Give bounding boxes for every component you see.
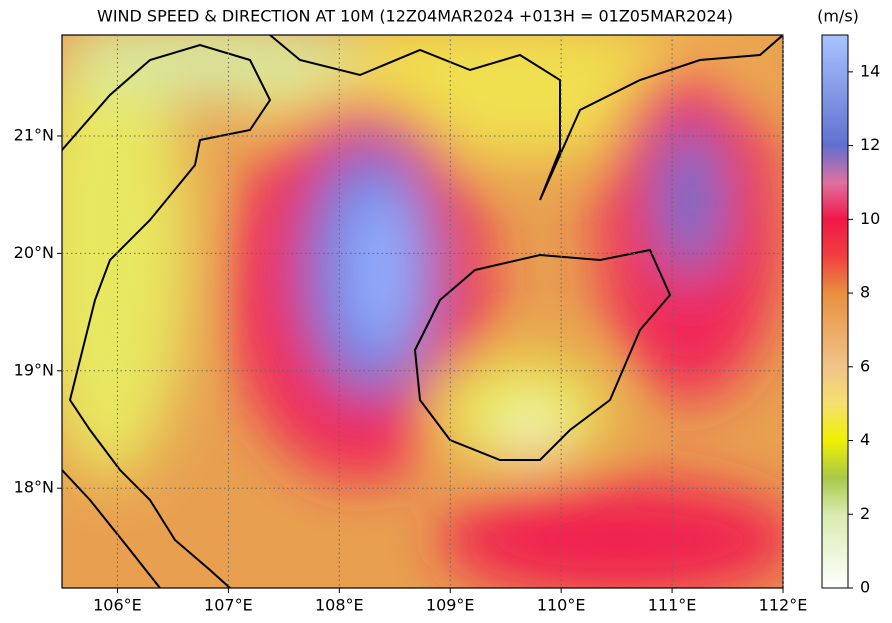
map-title: WIND SPEED & DIRECTION AT 10M (12Z04MAR2… bbox=[97, 7, 733, 26]
y-tick-label: 21°N bbox=[14, 125, 54, 144]
colorbar-tick-label: 10 bbox=[860, 209, 880, 228]
colorbar-tick-label: 12 bbox=[860, 135, 880, 154]
x-tick-label: 108°E bbox=[315, 596, 364, 615]
colorbar-tick-label: 0 bbox=[860, 578, 870, 597]
y-tick-label: 19°N bbox=[14, 360, 54, 379]
x-tick-label: 111°E bbox=[648, 596, 697, 615]
x-tick-label: 110°E bbox=[537, 596, 586, 615]
wind-field bbox=[62, 35, 783, 588]
x-tick-label: 107°E bbox=[204, 596, 253, 615]
y-tick-label: 18°N bbox=[14, 478, 54, 497]
coastline bbox=[62, 43, 272, 588]
x-tick-label: 106°E bbox=[93, 596, 142, 615]
units-label: (m/s) bbox=[817, 7, 859, 26]
coastline bbox=[413, 248, 672, 461]
plot-frame bbox=[61, 34, 784, 589]
coastline bbox=[269, 35, 783, 201]
x-tick-label: 109°E bbox=[426, 596, 475, 615]
x-tick-label: 112°E bbox=[759, 596, 808, 615]
colorbar-tick-label: 2 bbox=[860, 504, 870, 523]
colorbar-tick-label: 4 bbox=[860, 430, 870, 449]
colorbar-tick-label: 8 bbox=[860, 283, 870, 302]
y-tick-label: 20°N bbox=[14, 243, 54, 262]
coastline bbox=[62, 469, 161, 588]
colorbar-tick-label: 14 bbox=[860, 61, 880, 80]
colorbar-tick-label: 6 bbox=[860, 356, 870, 375]
colorbar bbox=[821, 34, 849, 589]
